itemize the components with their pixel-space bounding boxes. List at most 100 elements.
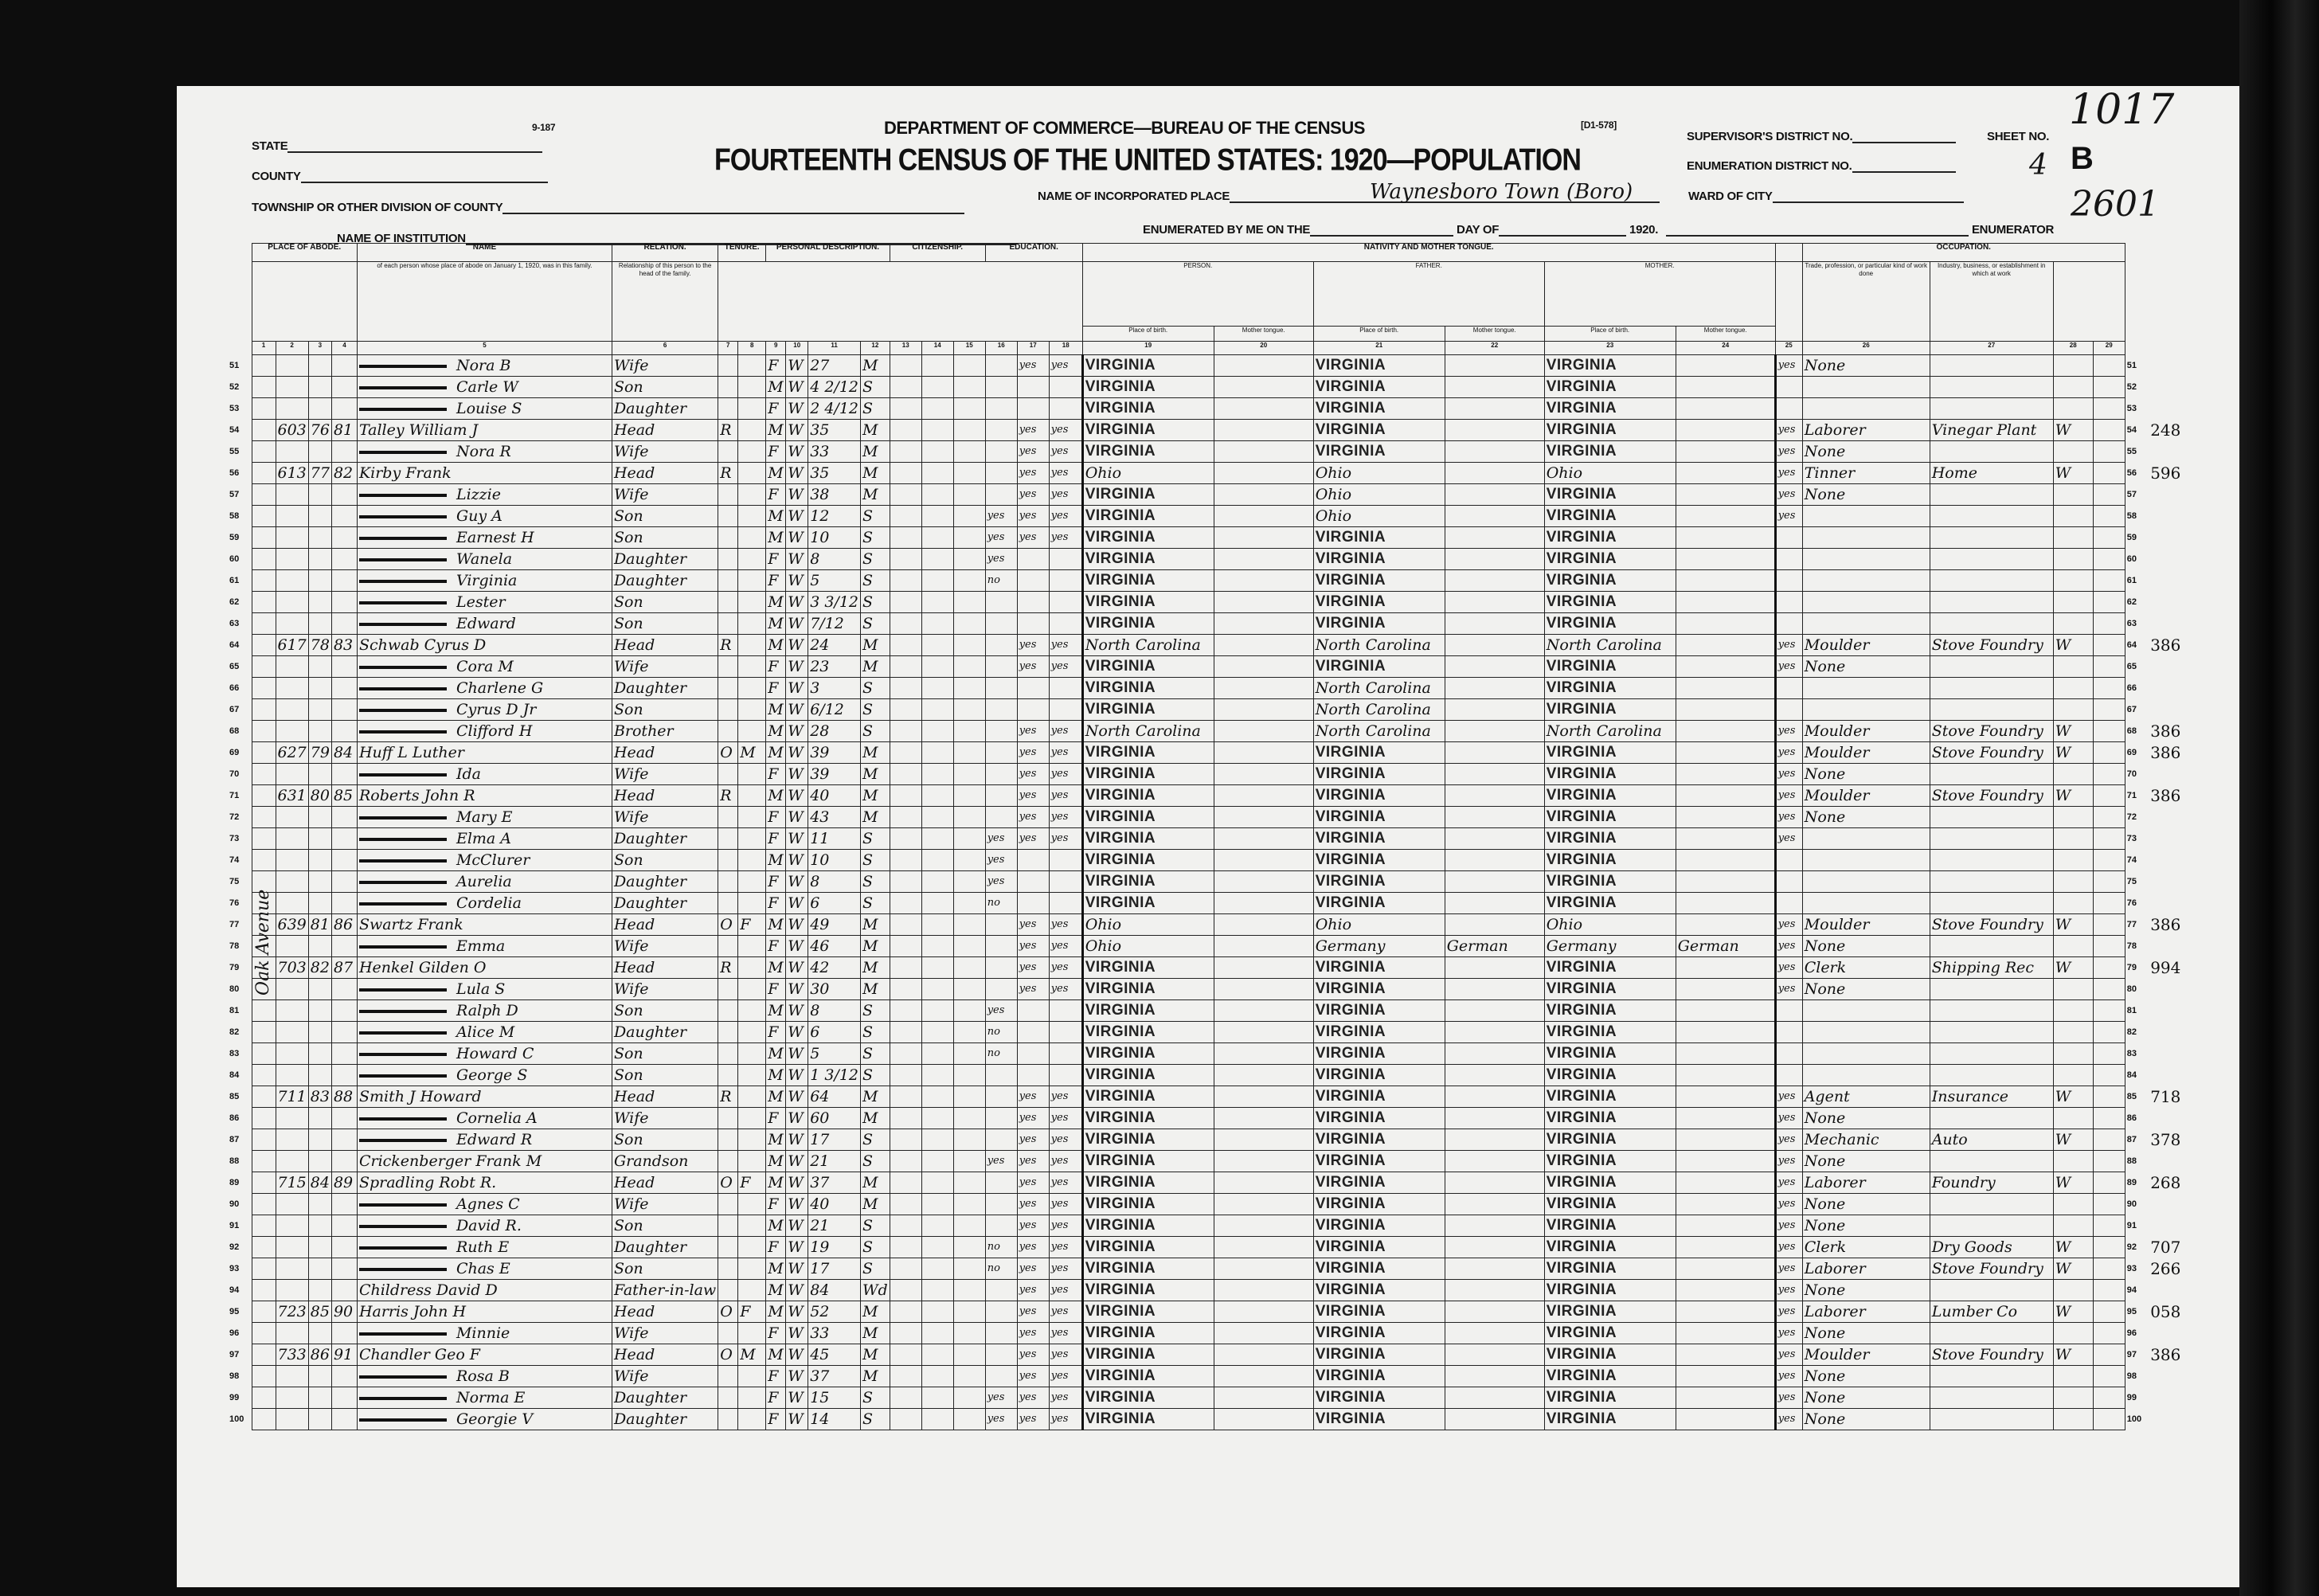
father-birthplace-cell: North Carolina [1312,634,1445,656]
read-cell: yes [1016,1258,1050,1280]
industry-cell: Stove Foundry [1929,1258,2054,1280]
line-number: 95 [229,1307,240,1316]
sex-cell: F [765,1387,787,1409]
mother-birthplace-cell: VIRGINIA [1543,1408,1676,1430]
name-cell: McClurer [356,849,612,871]
age-cell: 37 [808,1365,861,1387]
house-cell [275,591,309,613]
name-cell: Norma E [356,1387,612,1409]
surname: Spradling [358,1174,440,1191]
mother-birthplace-cell: VIRGINIA [1543,870,1676,893]
industry-cell [1929,1021,2054,1043]
industry-cell [1929,1042,2054,1065]
dwelling-cell [307,806,332,828]
street-cell [251,784,276,807]
line-number: 90 [229,1199,240,1209]
tenure-cell [718,526,739,549]
class-cell [2052,1107,2094,1129]
street-cell [251,548,276,570]
col29-cell [2092,1215,2125,1237]
industry-cell: Vinegar Plant [1929,419,2054,441]
english-cell [1773,569,1803,592]
occupation-cell: None [1801,1215,1930,1237]
relation-cell: Daughter [611,870,719,893]
birthplace-cell: VIRGINIA [1081,1322,1214,1344]
marital-cell: M [860,1107,890,1129]
street-cell [251,1042,276,1065]
line-number: 77 [229,920,240,929]
column-number: 23 [1543,341,1676,355]
mortgage-cell [737,1279,767,1301]
class-cell: W [2052,1172,2094,1194]
mother-birthplace-cell: VIRGINIA [1543,1258,1676,1280]
sex-cell: F [765,763,787,785]
father-birthplace-cell: VIRGINIA [1312,1021,1445,1043]
father-tongue-cell [1444,1193,1545,1215]
family-cell [330,827,358,850]
margin-line-number: 66 [2126,683,2137,693]
mortgage-cell [737,1021,767,1043]
occupation-cell: None [1801,354,1930,377]
school-cell: no [984,1021,1018,1043]
subhead-trade: Trade, profession, or particular kind of… [1801,261,1930,342]
nat-year-cell [952,1344,986,1366]
given-name: John R [424,787,475,804]
naturalized-cell [921,956,954,979]
sex-cell: M [765,1279,787,1301]
relation-cell: Wife [611,935,719,957]
school-cell: yes [984,1150,1018,1172]
column-number: 21 [1312,341,1445,355]
dwelling-cell [307,1042,332,1065]
tongue-cell [1213,784,1314,807]
occupation-cell: Laborer [1801,1258,1930,1280]
school-cell [984,741,1018,764]
nat-year-cell [952,698,986,721]
mortgage-cell [737,1150,767,1172]
read-cell [1016,1021,1050,1043]
write-cell: yes [1048,827,1083,850]
given-name: Lizzie [456,486,501,503]
incorporated-place-value: Waynesboro Town (Boro) [1370,180,1633,204]
race-cell: W [785,784,809,807]
line-number: 68 [229,726,240,736]
margin-line-number: 85 [2126,1092,2137,1101]
nat-year-cell [952,612,986,635]
family-cell: 81 [330,419,358,441]
industry-cell [1929,1408,2054,1430]
occupation-cell [1801,612,1930,635]
street-cell [251,892,276,914]
naturalized-cell [921,1086,954,1108]
dwelling-cell: 77 [307,462,332,484]
col29-cell [2092,827,2125,850]
race-cell: W [785,1344,809,1366]
street-cell [251,1193,276,1215]
column-number: 5 [356,341,612,355]
father-birthplace-cell: VIRGINIA [1312,763,1445,785]
house-cell: 603 [275,419,309,441]
read-cell: yes [1016,956,1050,979]
father-birthplace-cell: VIRGINIA [1312,1107,1445,1129]
nat-year-cell [952,397,986,420]
marital-cell: M [860,655,890,678]
school-cell [984,677,1018,699]
birthplace-cell: VIRGINIA [1081,1107,1214,1129]
father-birthplace-cell: VIRGINIA [1312,784,1445,807]
margin-line-number: 72 [2126,812,2137,822]
imm-year-cell [889,1150,922,1172]
given-name: Frank M [475,1152,542,1170]
given-name: Nora B [456,357,511,374]
race-cell: W [785,1365,809,1387]
tongue-cell [1213,1408,1314,1430]
house-cell: 711 [275,1086,309,1108]
enumerated-field: ENUMERATED BY ME ON THE DAY OF 1920. ENU… [1143,223,2054,237]
father-tongue-cell [1444,1129,1545,1151]
day-of-label: DAY OF [1456,223,1500,237]
class-cell: W [2052,956,2094,979]
family-cell [330,397,358,420]
dwelling-cell: 76 [307,419,332,441]
birthplace-cell: VIRGINIA [1081,763,1214,785]
street-cell [251,505,276,527]
naturalized-cell [921,419,954,441]
column-number: 27 [1929,341,2054,355]
mother-tongue-cell [1675,956,1776,979]
